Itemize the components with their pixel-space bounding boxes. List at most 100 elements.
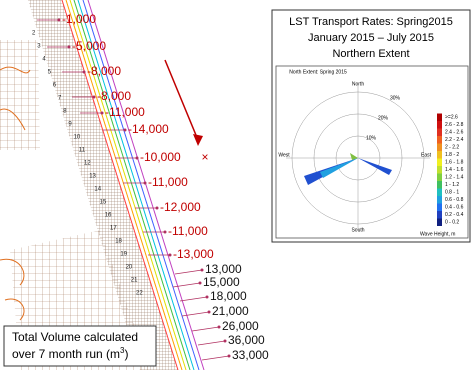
transect-number: 4 — [42, 57, 46, 63]
transect — [181, 311, 210, 317]
legend-label: 0.6 - 0.8 — [445, 197, 464, 203]
depth-contours — [61, 0, 205, 370]
offshore-label: -12,000 — [160, 200, 201, 214]
note-line: Total Volume calculated — [12, 330, 138, 344]
transect-end — [135, 156, 139, 160]
legend-swatch — [437, 181, 442, 189]
legend-swatch — [437, 128, 442, 136]
rose-petal — [320, 158, 358, 178]
inset-subtitle: January 2015 – July 2015 — [308, 32, 434, 44]
offshore-label: -8,000 — [87, 64, 121, 78]
transect-number: 17 — [110, 226, 117, 232]
legend-label: 2.2 - 2.4 — [445, 137, 464, 143]
transect-end — [82, 70, 86, 74]
legend-label: 0.4 - 0.6 — [445, 204, 464, 210]
transect-number: 8 — [63, 109, 67, 115]
onshore-label: 18,000 — [210, 289, 247, 303]
inset-title: LST Transport Rates: Spring2015 — [289, 16, 453, 28]
transect-end — [205, 295, 209, 299]
legend-label: 1.6 - 1.8 — [445, 159, 464, 165]
transect-end — [168, 253, 172, 257]
legend-swatch — [437, 196, 442, 204]
transect-end — [92, 95, 96, 99]
legend-title: Wave Height, m — [420, 231, 455, 237]
transect-end — [155, 206, 159, 210]
inset-extent: Northern Extent — [332, 48, 409, 60]
legend-swatch — [437, 151, 442, 159]
note-text: over 7 month run (m — [12, 347, 120, 361]
transect-number: 7 — [58, 96, 62, 102]
transect-end — [223, 339, 227, 343]
rose-petal — [358, 158, 392, 175]
offshore-label: -10,000 — [140, 150, 181, 164]
note-close: ) — [125, 347, 129, 361]
transect-end — [67, 45, 71, 49]
legend-label: 2 - 2.2 — [445, 144, 459, 150]
transect-number: 2 — [32, 31, 36, 37]
transect-number: 6 — [53, 83, 57, 89]
rose-ring-label: 20% — [378, 115, 389, 121]
legend-label: >=2.6 — [445, 114, 458, 120]
legend-swatch — [437, 203, 442, 211]
transect-end — [207, 310, 211, 314]
legend-swatch — [437, 158, 442, 166]
transect-end — [217, 325, 221, 329]
transect-number: 14 — [94, 187, 101, 193]
rose-ring-label: 10% — [366, 135, 377, 141]
transect-number: 10 — [74, 135, 81, 141]
onshore-label: 26,000 — [222, 319, 259, 333]
legend-swatch — [437, 211, 442, 219]
transect-number: 9 — [68, 122, 72, 128]
transect-number: 15 — [100, 200, 107, 206]
transect-end — [143, 181, 147, 185]
legend-swatch — [437, 218, 442, 226]
rose-north: North — [352, 81, 364, 87]
note-box: Total Volume calculated over 7 month run… — [3, 325, 157, 367]
note-line: over 7 month run (m3) — [12, 346, 129, 361]
onshore-label: 13,000 — [205, 262, 242, 276]
marker: × — [201, 150, 208, 164]
arrowhead — [193, 134, 203, 146]
transect — [179, 296, 208, 302]
transect-number: 12 — [84, 161, 91, 167]
transect-number: 3 — [37, 44, 41, 50]
transect-end — [100, 111, 104, 115]
legend-label: 0 - 0.2 — [445, 219, 459, 225]
transect-end — [227, 354, 231, 358]
transect-end — [123, 128, 127, 132]
rose-west: West — [278, 152, 290, 158]
offshore-label: -13,000 — [173, 247, 214, 261]
legend-label: 1 - 1.2 — [445, 182, 459, 188]
rose-title: North Extent: Spring 2015 — [289, 69, 347, 75]
transect-end — [163, 230, 167, 234]
transect — [197, 340, 226, 346]
legend-label: 0.8 - 1 — [445, 189, 459, 195]
rose-petal — [350, 153, 358, 160]
onshore-label: 33,000 — [232, 348, 269, 362]
legend-swatch — [437, 121, 442, 129]
offshore-label: -11,000 — [148, 175, 188, 189]
note-sup: 3 — [120, 346, 125, 355]
inset: LST Transport Rates: Spring2015 January … — [271, 9, 471, 243]
rose-ring-label: 30% — [390, 95, 401, 101]
transect-end — [200, 268, 204, 272]
offshore-label: -11,000 — [168, 224, 208, 238]
legend-swatch — [437, 166, 442, 174]
offshore-label: -14,000 — [128, 122, 169, 136]
legend-swatch — [437, 136, 442, 144]
legend-label: 1.2 - 1.4 — [445, 174, 464, 180]
transect — [172, 282, 201, 288]
onshore-label: 36,000 — [228, 333, 265, 347]
legend-label: 0.2 - 0.4 — [445, 212, 464, 218]
legend-label: 1.8 - 2 — [445, 152, 459, 158]
transect-number: 18 — [115, 239, 122, 245]
transect-number: 22 — [136, 291, 143, 297]
legend-swatch — [437, 143, 442, 151]
contour — [0, 66, 31, 321]
transect — [201, 355, 230, 361]
legend-label: 2.4 - 2.6 — [445, 129, 464, 135]
transect-number: 20 — [126, 265, 133, 271]
legend-swatch — [437, 188, 442, 196]
transect-end — [198, 281, 202, 285]
